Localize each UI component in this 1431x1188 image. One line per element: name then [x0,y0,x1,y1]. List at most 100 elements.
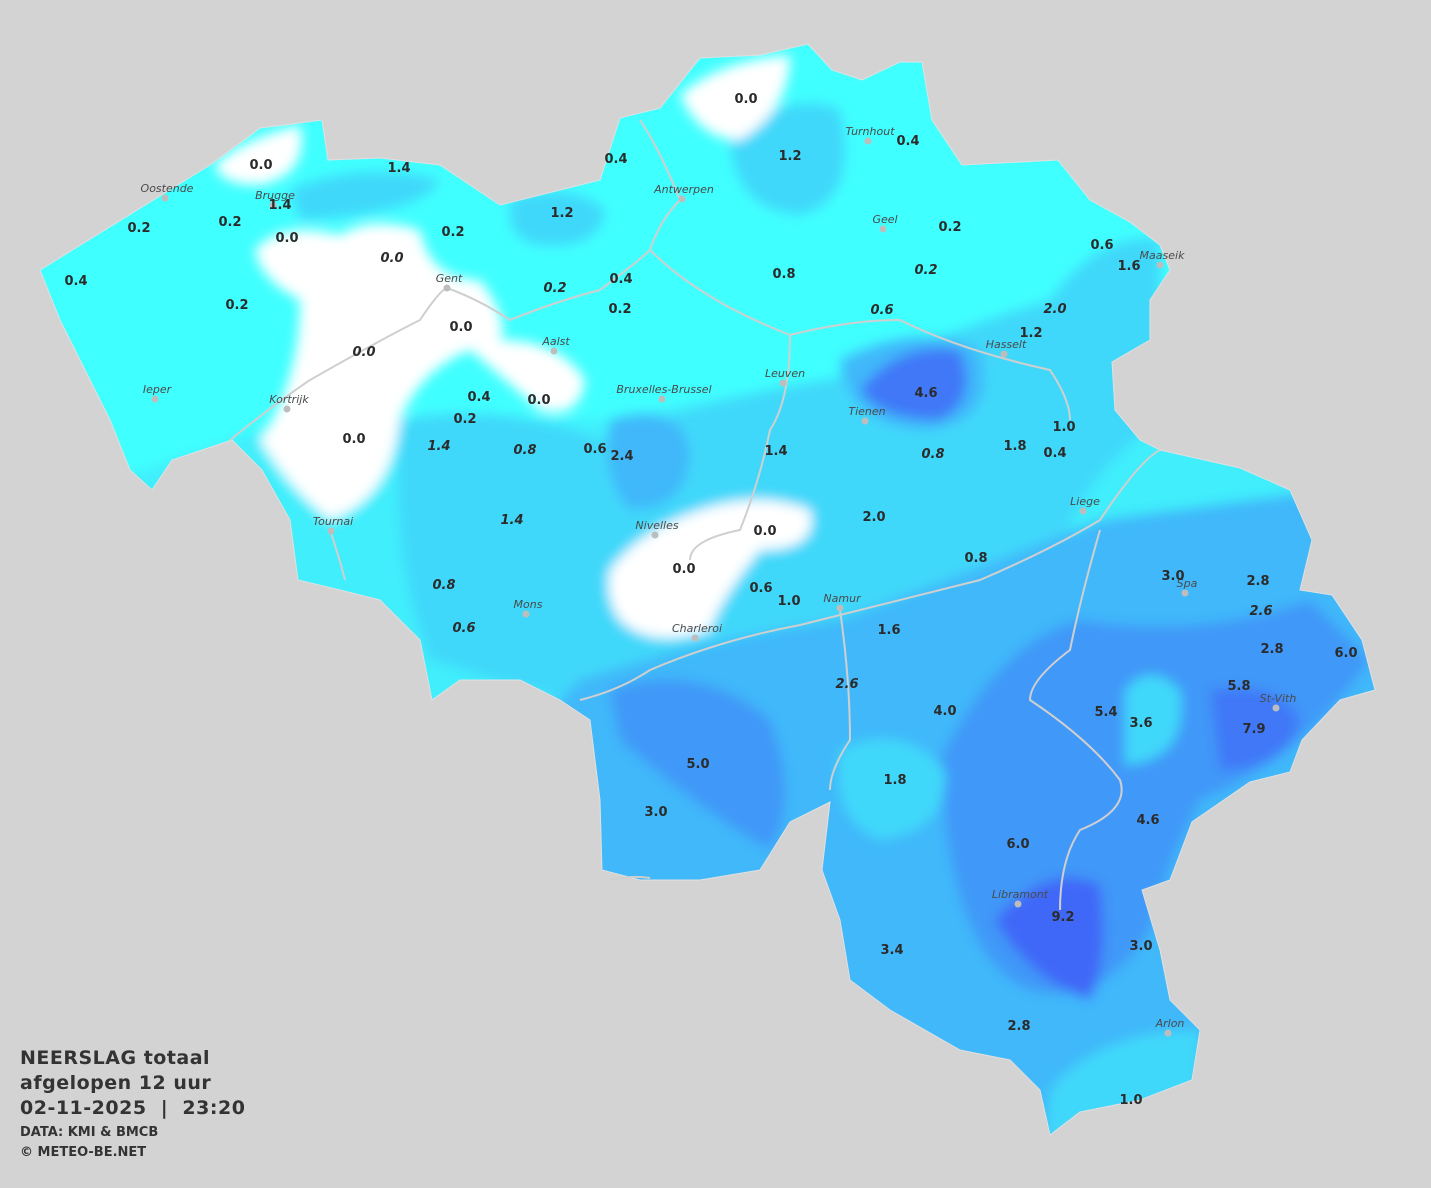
precipitation-value: 2.8 [1260,642,1283,657]
city-dot [1001,351,1008,358]
precipitation-value: 0.6 [870,303,893,318]
city-dot [444,285,451,292]
precipitation-value: 0.2 [938,220,961,235]
city-dot [652,532,659,539]
precipitation-value: 2.0 [862,510,885,525]
precipitation-value: 0.2 [225,298,248,313]
precipitation-value: 0.2 [127,221,150,236]
precipitation-value: 7.9 [1242,722,1265,737]
city-dot [328,528,335,535]
city-dot [837,605,844,612]
city-dot [1273,705,1280,712]
city-label: Gent [436,272,463,285]
city-label: Kortrijk [269,393,309,406]
city-label: Arlon [1155,1017,1185,1030]
city-label: Tournai [313,515,353,528]
city-label: Oostende [141,182,194,195]
city-dot [880,226,887,233]
precipitation-value: 1.4 [500,513,523,528]
precipitation-value: 1.4 [268,198,291,213]
legend-copyright: © METEO-BE.NET [20,1143,245,1163]
precipitation-value: 0.0 [380,251,403,266]
precipitation-value: 0.0 [342,432,365,447]
precipitation-value: 1.2 [1019,326,1042,341]
city-label: Liege [1070,495,1100,508]
map-legend: NEERSLAG totaal afgelopen 12 uur 02-11-2… [20,1046,245,1163]
city-dot [1015,901,1022,908]
precipitation-value: 0.0 [249,158,272,173]
precipitation-value: 2.8 [1246,574,1269,589]
city-dot [162,195,169,202]
city-dot [1080,508,1087,515]
city-label: Maaseik [1140,249,1186,262]
precipitation-value: 1.4 [387,161,410,176]
precipitation-value: 0.6 [1090,238,1113,253]
city-label: Charleroi [672,622,722,635]
city-label: Geel [872,213,897,226]
precipitation-value: 1.2 [778,149,801,164]
city-label: Libramont [992,888,1049,901]
city-label: Mons [514,598,543,611]
precipitation-value: 3.6 [1129,716,1152,731]
precipitation-value: 1.0 [777,594,800,609]
city-dot [692,635,699,642]
precipitation-value: 0.4 [609,272,632,287]
legend-title: NEERSLAG totaal [20,1046,245,1071]
city-dot [862,418,869,425]
precipitation-value: 0.2 [453,412,476,427]
city-label: Bruxelles-Brussel [616,383,711,396]
precipitation-value: 6.0 [1006,837,1029,852]
precipitation-value: 0.8 [772,267,795,282]
precipitation-value: 2.4 [610,449,633,464]
precipitation-value: 0.2 [441,225,464,240]
precipitation-value: 5.0 [686,757,709,772]
precipitation-value: 2.6 [1249,604,1272,619]
city-label: Leuven [765,367,805,380]
city-dot [1157,262,1164,269]
precipitation-value: 0.0 [352,345,375,360]
precipitation-value: 2.8 [1007,1019,1030,1034]
city-label: Tienen [848,405,885,418]
city-dot [659,396,666,403]
city-dot [1165,1030,1172,1037]
precipitation-value: 2.0 [1043,302,1066,317]
city-dot [679,196,686,203]
precipitation-value: 0.4 [604,152,627,167]
precipitation-value: 0.8 [513,443,536,458]
city-dot [284,406,291,413]
precipitation-value: 9.2 [1051,910,1074,925]
city-dot [523,611,530,618]
precipitation-value: 0.0 [449,320,472,335]
precipitation-value: 6.0 [1334,646,1357,661]
precipitation-value: 0.8 [964,551,987,566]
legend-datetime: 02-11-2025 | 23:20 [20,1096,245,1121]
precipitation-value: 1.2 [550,206,573,221]
precipitation-value: 0.6 [452,621,475,636]
precipitation-value: 0.0 [672,562,695,577]
city-label: Nivelles [635,519,678,532]
precipitation-value: 0.0 [734,92,757,107]
legend-subtitle: afgelopen 12 uur [20,1071,245,1096]
city-dot [551,348,558,355]
precipitation-value: 0.8 [921,447,944,462]
precipitation-value: 4.6 [1136,813,1159,828]
city-dot [780,380,787,387]
precipitation-value: 0.2 [543,281,566,296]
precipitation-value: 3.4 [880,943,903,958]
city-label: Turnhout [845,125,895,138]
precipitation-value: 1.0 [1119,1093,1142,1108]
precipitation-value: 5.4 [1094,705,1117,720]
city-dot [865,138,872,145]
precipitation-value: 1.4 [764,444,787,459]
precipitation-value: 0.2 [914,263,937,278]
precipitation-value: 2.6 [835,677,858,692]
precipitation-value: 1.0 [1052,420,1075,435]
precipitation-value: 1.6 [1117,259,1140,274]
precipitation-value: 1.6 [877,623,900,638]
city-label: Namur [823,592,862,605]
precipitation-value: 0.6 [583,442,606,457]
precipitation-value: 4.6 [914,386,937,401]
legend-source: DATA: KMI & BMCB [20,1123,245,1143]
precipitation-value: 3.0 [1161,569,1184,584]
